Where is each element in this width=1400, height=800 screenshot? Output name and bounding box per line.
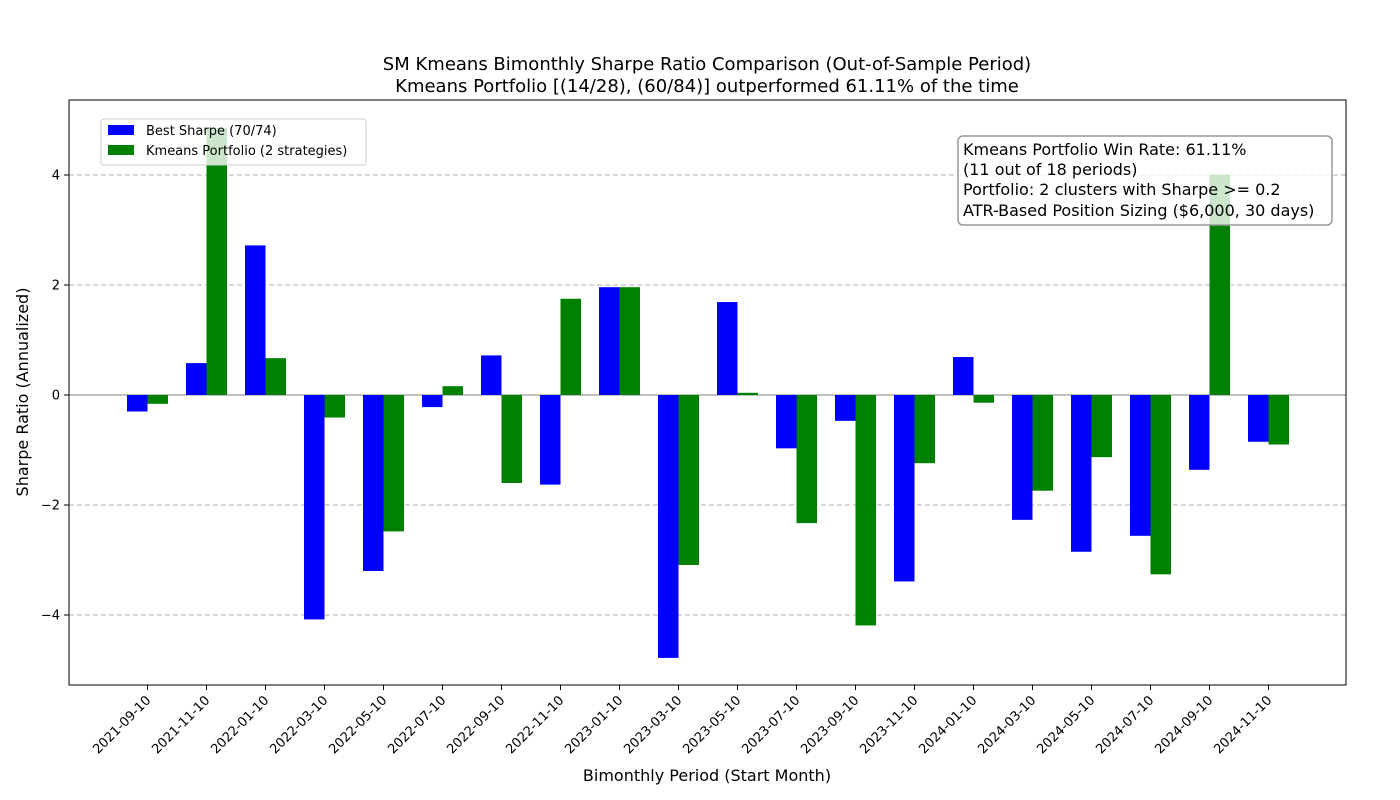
chart-title: SM Kmeans Bimonthly Sharpe Ratio Compari… xyxy=(383,54,1031,75)
bar-best-sharpe xyxy=(540,395,561,485)
bar-best-sharpe xyxy=(599,287,620,395)
legend-swatch-kmeans-portfolio xyxy=(108,145,134,155)
bars xyxy=(127,128,1289,658)
bar-kmeans-portfolio xyxy=(796,395,817,524)
bar-kmeans-portfolio xyxy=(1150,395,1171,575)
bar-best-sharpe xyxy=(1012,395,1033,520)
bar-best-sharpe xyxy=(304,395,325,620)
bar-best-sharpe xyxy=(1248,395,1269,442)
y-tick-label: −2 xyxy=(41,499,60,514)
bar-kmeans-portfolio xyxy=(619,287,640,395)
bar-kmeans-portfolio xyxy=(383,395,404,532)
y-tick-label: 2 xyxy=(52,279,60,294)
bar-kmeans-portfolio xyxy=(501,395,522,483)
bar-kmeans-portfolio xyxy=(1209,174,1230,395)
y-axis-ticks: −4 −2 0 2 4 xyxy=(41,169,69,624)
bar-kmeans-portfolio xyxy=(678,395,699,565)
bar-best-sharpe xyxy=(127,395,148,412)
bar-kmeans-portfolio xyxy=(973,395,994,403)
bar-best-sharpe xyxy=(422,395,443,408)
bar-kmeans-portfolio xyxy=(1091,395,1112,458)
annotation-box xyxy=(957,135,1333,226)
bar-best-sharpe xyxy=(717,302,738,395)
bar-kmeans-portfolio xyxy=(324,395,345,418)
bar-kmeans-portfolio xyxy=(855,395,876,626)
annotation-line-periods: (11 out of 18 periods) xyxy=(963,160,1137,179)
win-rate-annotation: Kmeans Portfolio Win Rate: 61.11% (11 ou… xyxy=(957,135,1333,226)
bar-best-sharpe xyxy=(481,355,502,395)
bar-kmeans-portfolio xyxy=(560,298,581,395)
bar-best-sharpe xyxy=(776,395,797,449)
bar-best-sharpe xyxy=(953,357,974,395)
bar-best-sharpe xyxy=(186,363,207,395)
legend-label-kmeans-portfolio: Kmeans Portfolio (2 strategies) xyxy=(146,144,347,159)
bar-kmeans-portfolio xyxy=(442,386,463,395)
y-tick-label: −4 xyxy=(41,609,60,624)
legend-swatch-best-sharpe xyxy=(108,125,134,135)
bar-best-sharpe xyxy=(1189,395,1210,470)
bar-best-sharpe xyxy=(835,395,856,421)
annotation-line-clusters: Portfolio: 2 clusters with Sharpe >= 0.2 xyxy=(963,180,1281,199)
bar-kmeans-portfolio xyxy=(737,392,758,395)
bar-best-sharpe xyxy=(245,245,266,395)
bar-best-sharpe xyxy=(363,395,384,571)
y-tick-label: 0 xyxy=(52,389,60,404)
bar-best-sharpe xyxy=(894,395,915,582)
bar-best-sharpe xyxy=(1071,395,1092,552)
legend: Best Sharpe (70/74) Kmeans Portfolio (2 … xyxy=(100,118,367,166)
legend-label-best-sharpe: Best Sharpe (70/74) xyxy=(146,124,277,139)
legend-box xyxy=(100,118,367,166)
bar-kmeans-portfolio xyxy=(265,358,286,395)
plot-frame xyxy=(68,99,1347,686)
bar-kmeans-portfolio xyxy=(1032,395,1053,491)
annotation-line-sizing: ATR-Based Position Sizing ($6,000, 30 da… xyxy=(963,201,1314,220)
chart-subtitle: Kmeans Portfolio [(14/28), (60/84)] outp… xyxy=(395,76,1019,97)
bar-kmeans-portfolio xyxy=(1268,395,1289,445)
y-axis-label: Sharpe Ratio (Annualized) xyxy=(13,288,32,497)
bar-kmeans-portfolio xyxy=(147,395,168,404)
annotation-line-win-rate: Kmeans Portfolio Win Rate: 61.11% xyxy=(963,140,1247,159)
x-axis-label: Bimonthly Period (Start Month) xyxy=(583,766,831,785)
bar-kmeans-portfolio xyxy=(914,395,935,464)
bar-best-sharpe xyxy=(1130,395,1151,536)
bar-kmeans-portfolio xyxy=(206,128,227,395)
bar-best-sharpe xyxy=(658,395,679,658)
y-tick-label: 4 xyxy=(52,169,60,184)
